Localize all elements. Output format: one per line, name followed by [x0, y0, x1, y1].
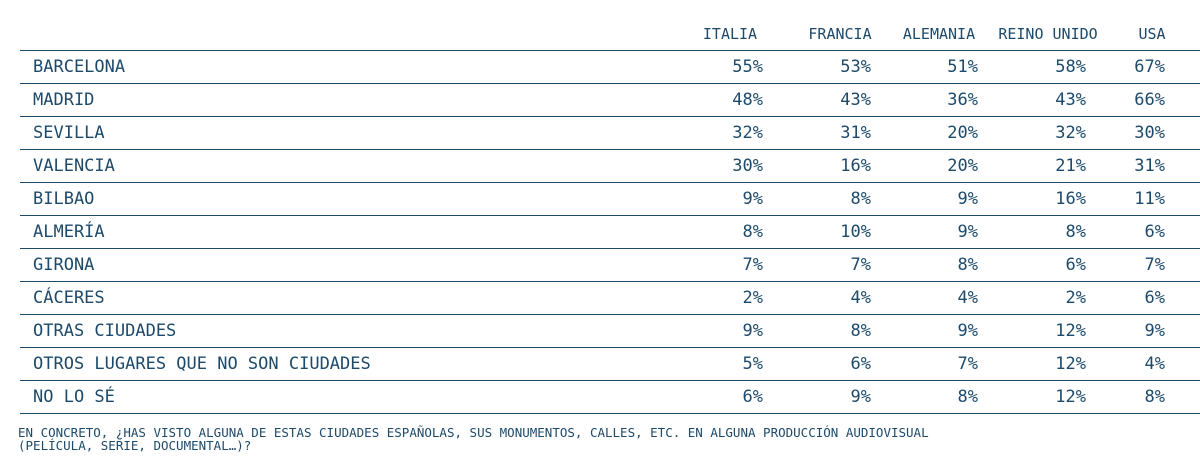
table-cell-value: 2%: [1065, 288, 1086, 308]
table-row: CÁCERES 2% 4% 4% 2% 6%: [20, 282, 1200, 315]
table-cell-value: 6%: [1144, 288, 1165, 308]
table-cell-value: 5%: [742, 354, 763, 374]
table-cell-value: 32%: [732, 123, 763, 143]
table-cell-value: 6%: [1144, 222, 1165, 242]
table-cell-value: 30%: [732, 156, 763, 176]
table-row: OTROS LUGARES QUE NO SON CIUDADES 5% 6% 7% 1…: [20, 348, 1200, 381]
table-cell-value: 31%: [1134, 156, 1165, 176]
table-cell-value: 7%: [742, 255, 763, 275]
table-cell-value: 20%: [947, 156, 978, 176]
table-cell-value: 16%: [840, 156, 871, 176]
column-header-italia: ITALIA: [702, 25, 758, 43]
table-cell-value: 9%: [1144, 321, 1165, 341]
row-label: SEVILLA: [33, 123, 105, 143]
table-cell-value: 9%: [742, 189, 763, 209]
row-label: OTROS LUGARES QUE NO SON CIUDADES: [33, 354, 371, 374]
row-label: VALENCIA: [33, 156, 115, 176]
row-label: BARCELONA: [33, 57, 126, 77]
table-cell-value: 7%: [957, 354, 978, 374]
table-cell-value: 36%: [947, 90, 978, 110]
table-cell-value: 32%: [1055, 123, 1086, 143]
table-cell-value: 8%: [1144, 387, 1165, 407]
table-header-row: ITALIA FRANCIA ALEMANIA REINO UNIDO USA: [20, 20, 1200, 51]
table-cell-value: 48%: [732, 90, 763, 110]
row-label: GIRONA: [33, 255, 95, 275]
table-row: BILBAO 9% 8% 9% 16% 11%: [20, 183, 1200, 216]
table-row: BARCELONA 55% 53% 51% 58% 67%: [20, 51, 1200, 84]
table-cell-value: 10%: [840, 222, 871, 242]
table-cell-value: 7%: [1144, 255, 1165, 275]
table-cell-value: 8%: [850, 189, 871, 209]
table-cell-value: 4%: [1144, 354, 1165, 374]
footnote-line-2: (PELÍCULA, SERIE, DOCUMENTAL…)?: [18, 438, 252, 453]
row-label: OTRAS CIUDADES: [33, 321, 177, 341]
table-cell-value: 8%: [850, 321, 871, 341]
table-cell-value: 16%: [1055, 189, 1086, 209]
column-header-usa: USA: [1138, 25, 1166, 43]
column-header-reino-unido: REINO UNIDO: [998, 25, 1098, 43]
table-cell-value: 6%: [1065, 255, 1086, 275]
table-cell-value: 8%: [742, 222, 763, 242]
footnote-line-1: EN CONCRETO, ¿HAS VISTO ALGUNA DE ESTAS …: [18, 425, 929, 440]
table-cell-value: 21%: [1055, 156, 1086, 176]
table-cell-value: 58%: [1055, 57, 1086, 77]
table-row: OTRAS CIUDADES 9% 8% 9% 12% 9%: [20, 315, 1200, 348]
table-cell-value: 66%: [1134, 90, 1165, 110]
row-label: CÁCERES: [33, 288, 105, 308]
table-cell-value: 20%: [947, 123, 978, 143]
table-cell-value: 12%: [1055, 387, 1086, 407]
data-table: ITALIA FRANCIA ALEMANIA REINO UNIDO USA …: [20, 20, 1200, 414]
table-row: ALMERÍA 8% 10% 9% 8% 6%: [20, 216, 1200, 249]
table-cell-value: 6%: [742, 387, 763, 407]
table-row: NO LO SÉ 6% 9% 8% 12% 8%: [20, 381, 1200, 414]
table-row: GIRONA 7% 7% 8% 6% 7%: [20, 249, 1200, 282]
table-cell-value: 55%: [732, 57, 763, 77]
table-cell-value: 6%: [850, 354, 871, 374]
row-label: NO LO SÉ: [33, 387, 115, 407]
table-cell-value: 43%: [1055, 90, 1086, 110]
column-header-francia: FRANCIA: [808, 25, 872, 43]
table-cell-value: 53%: [840, 57, 871, 77]
table-row: SEVILLA 32% 31% 20% 32% 30%: [20, 117, 1200, 150]
table-cell-value: 11%: [1134, 189, 1165, 209]
table-row: MADRID 48% 43% 36% 43% 66%: [20, 84, 1200, 117]
row-label: ALMERÍA: [33, 222, 105, 242]
table-cell-value: 43%: [840, 90, 871, 110]
table-cell-value: 67%: [1134, 57, 1165, 77]
table-cell-value: 12%: [1055, 354, 1086, 374]
table-cell-value: 31%: [840, 123, 871, 143]
table-cell-value: 4%: [957, 288, 978, 308]
table-cell-value: 30%: [1134, 123, 1165, 143]
row-label: BILBAO: [33, 189, 95, 209]
row-label: MADRID: [33, 90, 95, 110]
table-cell-value: 9%: [957, 222, 978, 242]
table-body: BARCELONA 55% 53% 51% 58% 67% MADRID 48% 43% 36% 4…: [20, 51, 1200, 414]
table-cell-value: 9%: [742, 321, 763, 341]
table-cell-value: 9%: [957, 189, 978, 209]
table-cell-value: 2%: [742, 288, 763, 308]
table-cell-value: 4%: [850, 288, 871, 308]
table-cell-value: 7%: [850, 255, 871, 275]
table-cell-value: 12%: [1055, 321, 1086, 341]
column-header-alemania: ALEMANIA: [902, 25, 976, 43]
table-cell-value: 51%: [947, 57, 978, 77]
table-cell-value: 8%: [957, 255, 978, 275]
footnote: EN CONCRETO, ¿HAS VISTO ALGUNA DE ESTAS …: [18, 426, 1178, 452]
table-cell-value: 9%: [957, 321, 978, 341]
table-cell-value: 9%: [850, 387, 871, 407]
table-cell-value: 8%: [957, 387, 978, 407]
table-row: VALENCIA 30% 16% 20% 21% 31%: [20, 150, 1200, 183]
table-cell-value: 8%: [1065, 222, 1086, 242]
